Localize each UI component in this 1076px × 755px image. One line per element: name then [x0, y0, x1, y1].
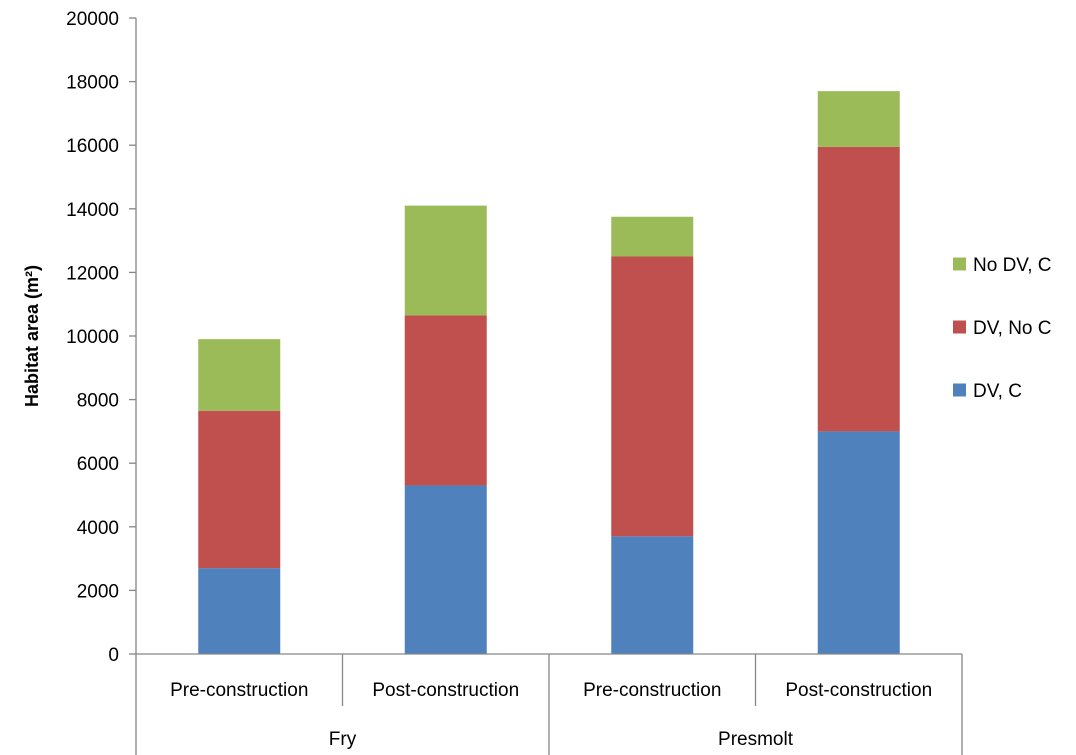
bar-segment	[404, 205, 487, 316]
y-tick-label: 6000	[77, 454, 119, 475]
y-axis-label: Habitat area (m²)	[22, 265, 42, 407]
x-group-label: Presmolt	[718, 729, 794, 750]
y-tick-label: 14000	[66, 200, 119, 221]
bar-segment	[611, 536, 694, 654]
bar-segment	[817, 91, 900, 147]
legend-label: DV, C	[973, 381, 1022, 402]
bars	[198, 91, 900, 654]
legend-label: No DV, C	[973, 255, 1052, 276]
y-tick-label: 2000	[77, 581, 119, 602]
legend-swatch	[953, 320, 966, 334]
y-tick-label: 8000	[77, 391, 119, 412]
x-axis: Pre-construction Post-construction Pre-con…	[135, 653, 963, 755]
y-tick-label: 20000	[66, 9, 119, 30]
bar-segment	[198, 339, 281, 411]
x-category-label: Post-construction	[372, 680, 519, 701]
y-tick-label: 10000	[66, 327, 119, 348]
y-tick-label: 18000	[66, 73, 119, 94]
x-group-label: Fry	[329, 729, 357, 750]
y-tick-label: 12000	[66, 263, 119, 284]
bar-segment	[611, 256, 694, 537]
y-axis: 0 2000 4000 6000 8000 10000 12000 14000 16000 180…	[66, 9, 137, 666]
legend-swatch	[953, 257, 966, 271]
bar-segment	[611, 216, 694, 257]
bar-segment	[198, 568, 281, 654]
y-tick-label: 4000	[77, 518, 119, 539]
y-tick-label: 0	[108, 645, 119, 666]
legend-label: DV, No C	[973, 318, 1052, 339]
bar-segment	[817, 146, 900, 432]
legend-swatch	[953, 383, 966, 397]
x-category-label: Pre-construction	[583, 680, 721, 701]
y-tick-label: 16000	[66, 136, 119, 157]
bar-segment	[198, 410, 281, 569]
x-category-label: Post-construction	[785, 680, 932, 701]
bar-segment	[404, 315, 487, 486]
x-category-label: Pre-construction	[170, 680, 308, 701]
bar-segment	[817, 431, 900, 654]
bar-segment	[404, 485, 487, 654]
legend: No DV, C DV, No C DV, C	[953, 255, 1052, 402]
